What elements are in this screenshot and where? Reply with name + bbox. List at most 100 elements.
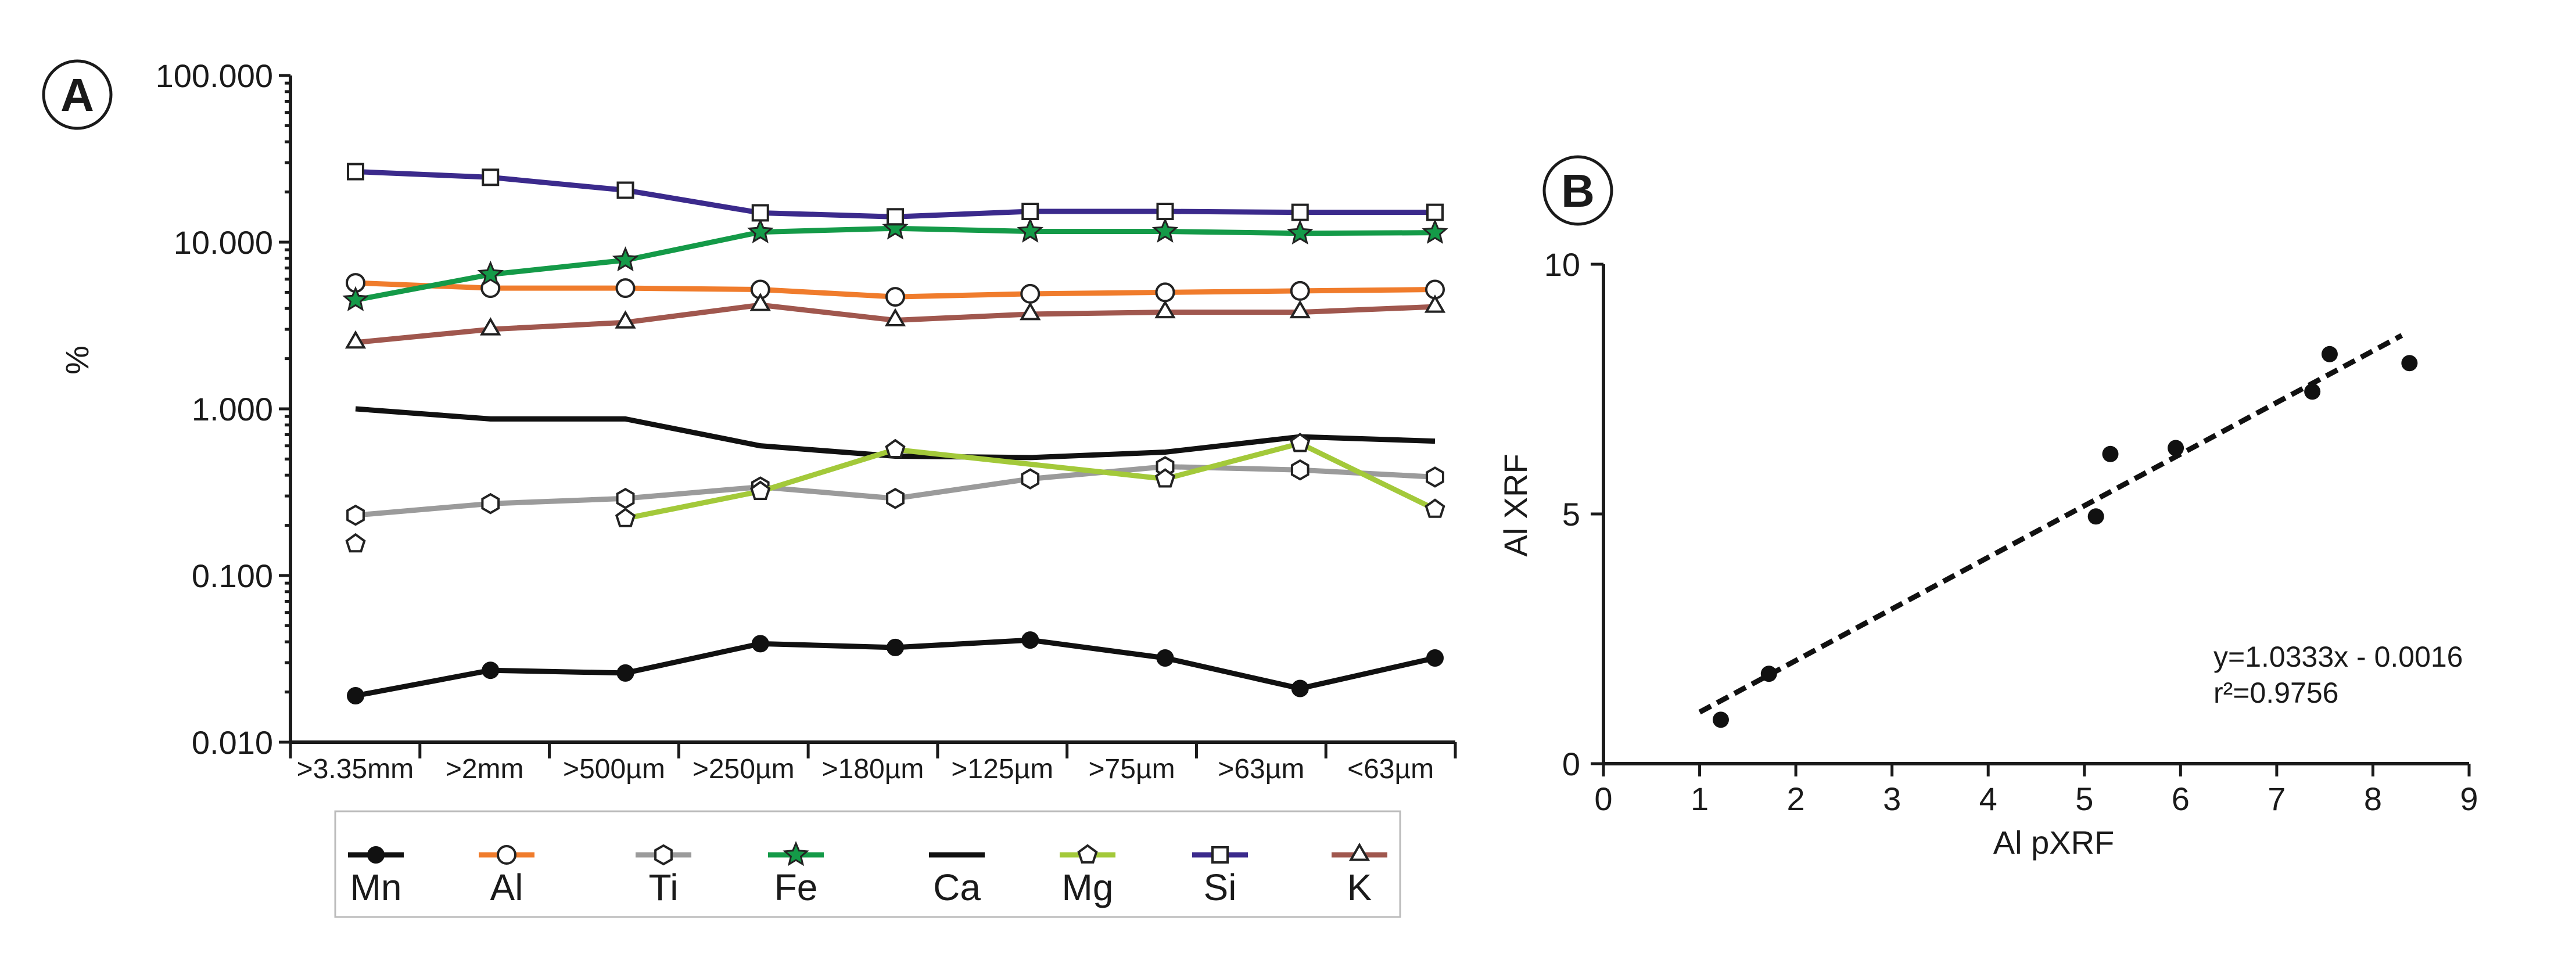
data-point	[347, 686, 364, 704]
legend-marker-fe	[783, 841, 809, 866]
legend-label-fe: Fe	[774, 866, 818, 908]
chart-b-x-tick-label: 3	[1883, 781, 1901, 817]
data-point	[1020, 301, 1041, 321]
data-point	[1424, 294, 1446, 313]
series-al	[346, 273, 1445, 307]
data-point	[615, 508, 636, 527]
legend-marker-mn	[367, 846, 385, 864]
data-point	[346, 504, 365, 526]
chart-b-y-tick-label: 5	[1562, 496, 1580, 533]
legend-marker-ti	[654, 844, 673, 866]
series-mn	[347, 631, 1444, 704]
data-point	[751, 204, 769, 222]
chart-b-xlabel: Al pXRF	[1993, 824, 2115, 861]
legend-marker-al	[497, 845, 516, 865]
data-point	[1151, 217, 1179, 243]
chart-b-axes: 0 1 2 3 4 5 6 7 8 9 0 5 10	[1544, 246, 2478, 817]
scatter-point	[2321, 346, 2338, 362]
series-si	[347, 163, 1444, 226]
panel-b-badge	[1542, 155, 1613, 226]
legend-label-ti: Ti	[649, 866, 679, 908]
data-point	[1422, 218, 1448, 244]
data-point	[477, 260, 504, 286]
chart-a-x-tick-label: >180µm	[822, 754, 924, 785]
panel-b-letter: B	[1561, 165, 1595, 217]
data-point	[1289, 300, 1311, 319]
data-point	[616, 664, 634, 682]
data-point	[347, 163, 364, 181]
data-point	[616, 181, 634, 199]
scatter-point	[1760, 666, 1777, 682]
legend-marker-k	[1348, 842, 1370, 861]
data-point	[747, 218, 774, 243]
chart-b-y-tick-label: 0	[1562, 746, 1580, 782]
data-point	[751, 635, 769, 653]
data-point	[1426, 203, 1444, 221]
legend-marker-si	[1211, 846, 1229, 864]
data-point	[615, 310, 636, 329]
panel-a-badge	[42, 59, 113, 130]
data-point	[612, 246, 639, 272]
data-point	[1426, 649, 1444, 667]
data-point	[885, 287, 905, 307]
chart-b-x-tick-label: 2	[1787, 781, 1805, 817]
data-point	[1020, 283, 1041, 304]
data-point	[1290, 433, 1311, 452]
data-point	[482, 168, 500, 186]
data-point	[481, 492, 500, 515]
legend-label-mn: Mn	[350, 866, 402, 908]
legend-label-si: Si	[1204, 866, 1237, 908]
chart-b-trendline	[1698, 333, 2403, 715]
data-point	[1017, 217, 1044, 243]
data-point	[1286, 219, 1314, 245]
data-point	[885, 438, 906, 458]
chart-b-x-tick-label: 0	[1594, 781, 1612, 817]
chart-a-x-tick-label: >75µm	[1089, 754, 1175, 785]
chart-a-y-tick-label: 100.000	[156, 57, 273, 94]
panel-a-letter: A	[60, 69, 94, 121]
chart-b-x-tick-label: 8	[2364, 781, 2382, 817]
chart-a-ylabel: %	[59, 346, 95, 375]
legend-frame	[334, 810, 1401, 918]
panel-b: B Al XRF Al pXRF 0 1 2 3 4 5 6 7 8 9 0 5 10 y=1.0333…	[1497, 155, 2478, 861]
chart-a-y-tick-label: 1.000	[192, 391, 273, 427]
scatter-point	[2401, 355, 2418, 372]
data-point	[1425, 498, 1445, 518]
legend-label-al: Al	[490, 866, 523, 908]
data-point	[1021, 631, 1039, 649]
data-point	[1291, 203, 1309, 221]
data-point	[615, 278, 636, 299]
chart-b-r2: r²=0.9756	[2213, 677, 2338, 709]
scatter-point	[2168, 440, 2184, 456]
data-point	[1021, 468, 1040, 490]
series-k	[345, 293, 1446, 349]
scatter-point	[1712, 711, 1729, 728]
data-point	[749, 293, 771, 311]
panel-a: A % 100.000 10.000 1.000 0.100 0.010 >3.35mm >…	[42, 57, 1457, 918]
legend-marker-mg	[1077, 844, 1098, 864]
scatter-point	[2304, 383, 2321, 400]
data-point	[1291, 679, 1309, 697]
data-point	[887, 208, 904, 226]
data-point	[1021, 202, 1039, 220]
chart-a-x-tick-label: <63µm	[1347, 754, 1434, 785]
data-point	[1426, 466, 1444, 488]
chart-b-y-tick-label: 10	[1544, 246, 1580, 283]
series-line-mg	[625, 441, 1436, 522]
legend-label-k: K	[1347, 866, 1372, 908]
data-point	[482, 661, 500, 679]
chart-a-x-tick-label: >2mm	[446, 754, 524, 785]
chart-a-x-tick-label: >3.35mm	[297, 754, 414, 785]
data-point	[345, 533, 366, 553]
chart-a-y-tick-label: 0.100	[192, 558, 273, 594]
chart-a-series	[342, 163, 1448, 704]
chart-a-y-tick-label: 10.000	[174, 224, 273, 261]
data-point	[1156, 649, 1174, 667]
chart-a-legend: Mn Al Ti Fe Ca Mg Si K	[334, 810, 1401, 918]
chart-a-x-tick-label: >500µm	[563, 754, 665, 785]
chart-a-x-tick-label: >63µm	[1218, 754, 1304, 785]
chart-a-y-tick-label: 0.010	[192, 724, 273, 761]
chart-b-points	[1698, 333, 2418, 728]
